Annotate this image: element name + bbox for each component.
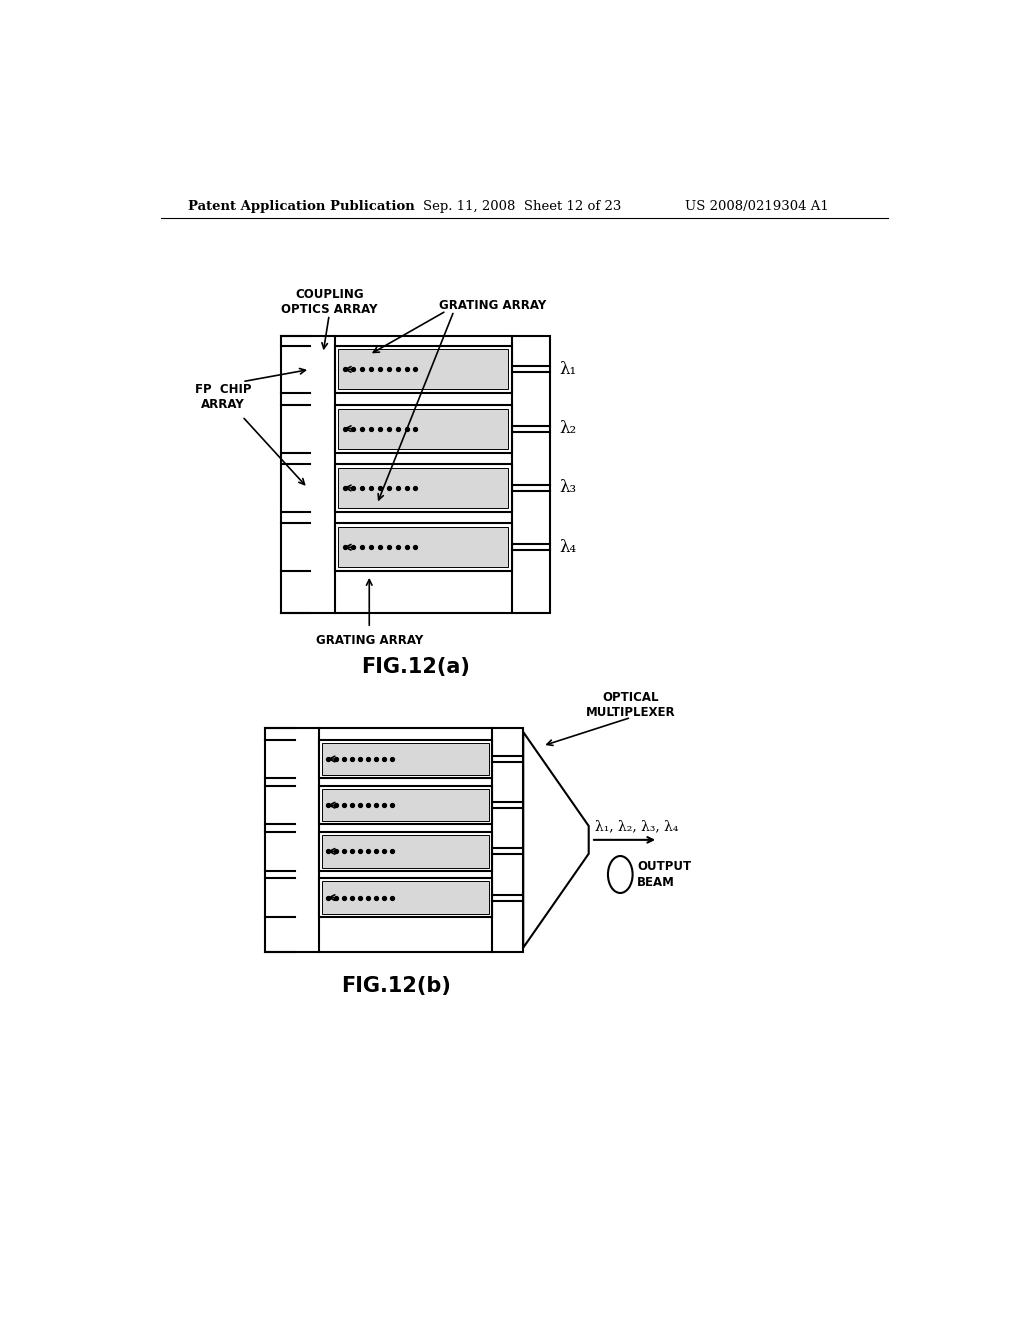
Bar: [335, 346, 512, 393]
Bar: [281, 335, 550, 612]
Text: FP  CHIP
ARRAY: FP CHIP ARRAY: [195, 383, 251, 411]
Text: COUPLING
OPTICS ARRAY: COUPLING OPTICS ARRAY: [281, 288, 378, 317]
Bar: [323, 789, 489, 821]
Polygon shape: [523, 733, 589, 948]
Bar: [319, 785, 493, 825]
Bar: [319, 878, 493, 917]
Text: Patent Application Publication: Patent Application Publication: [188, 199, 415, 213]
Text: λ₂: λ₂: [559, 420, 577, 437]
Bar: [335, 405, 512, 453]
Text: Sep. 11, 2008  Sheet 12 of 23: Sep. 11, 2008 Sheet 12 of 23: [423, 199, 622, 213]
Bar: [339, 409, 508, 449]
Bar: [335, 465, 512, 512]
Bar: [319, 832, 493, 871]
Text: GRATING ARRAY: GRATING ARRAY: [315, 635, 423, 647]
Bar: [265, 729, 523, 952]
Text: FIG.12(b): FIG.12(b): [341, 977, 452, 997]
Bar: [339, 527, 508, 568]
Text: OUTPUT
BEAM: OUTPUT BEAM: [637, 861, 691, 888]
Text: GRATING ARRAY: GRATING ARRAY: [438, 300, 546, 313]
Bar: [323, 882, 489, 913]
Text: λ₄: λ₄: [559, 539, 577, 556]
Text: λ₃: λ₃: [559, 479, 577, 496]
Text: US 2008/0219304 A1: US 2008/0219304 A1: [685, 199, 828, 213]
Bar: [339, 350, 508, 389]
Ellipse shape: [608, 857, 633, 894]
Bar: [323, 836, 489, 867]
Bar: [323, 743, 489, 775]
Text: FIG.12(a): FIG.12(a): [361, 656, 470, 677]
Text: λ₁, λ₂, λ₃, λ₄: λ₁, λ₂, λ₃, λ₄: [595, 818, 678, 833]
Text: λ₁: λ₁: [559, 360, 577, 378]
Bar: [339, 469, 508, 508]
Bar: [335, 524, 512, 572]
Bar: [319, 739, 493, 779]
Text: OPTICAL
MULTIPLEXER: OPTICAL MULTIPLEXER: [587, 690, 676, 719]
